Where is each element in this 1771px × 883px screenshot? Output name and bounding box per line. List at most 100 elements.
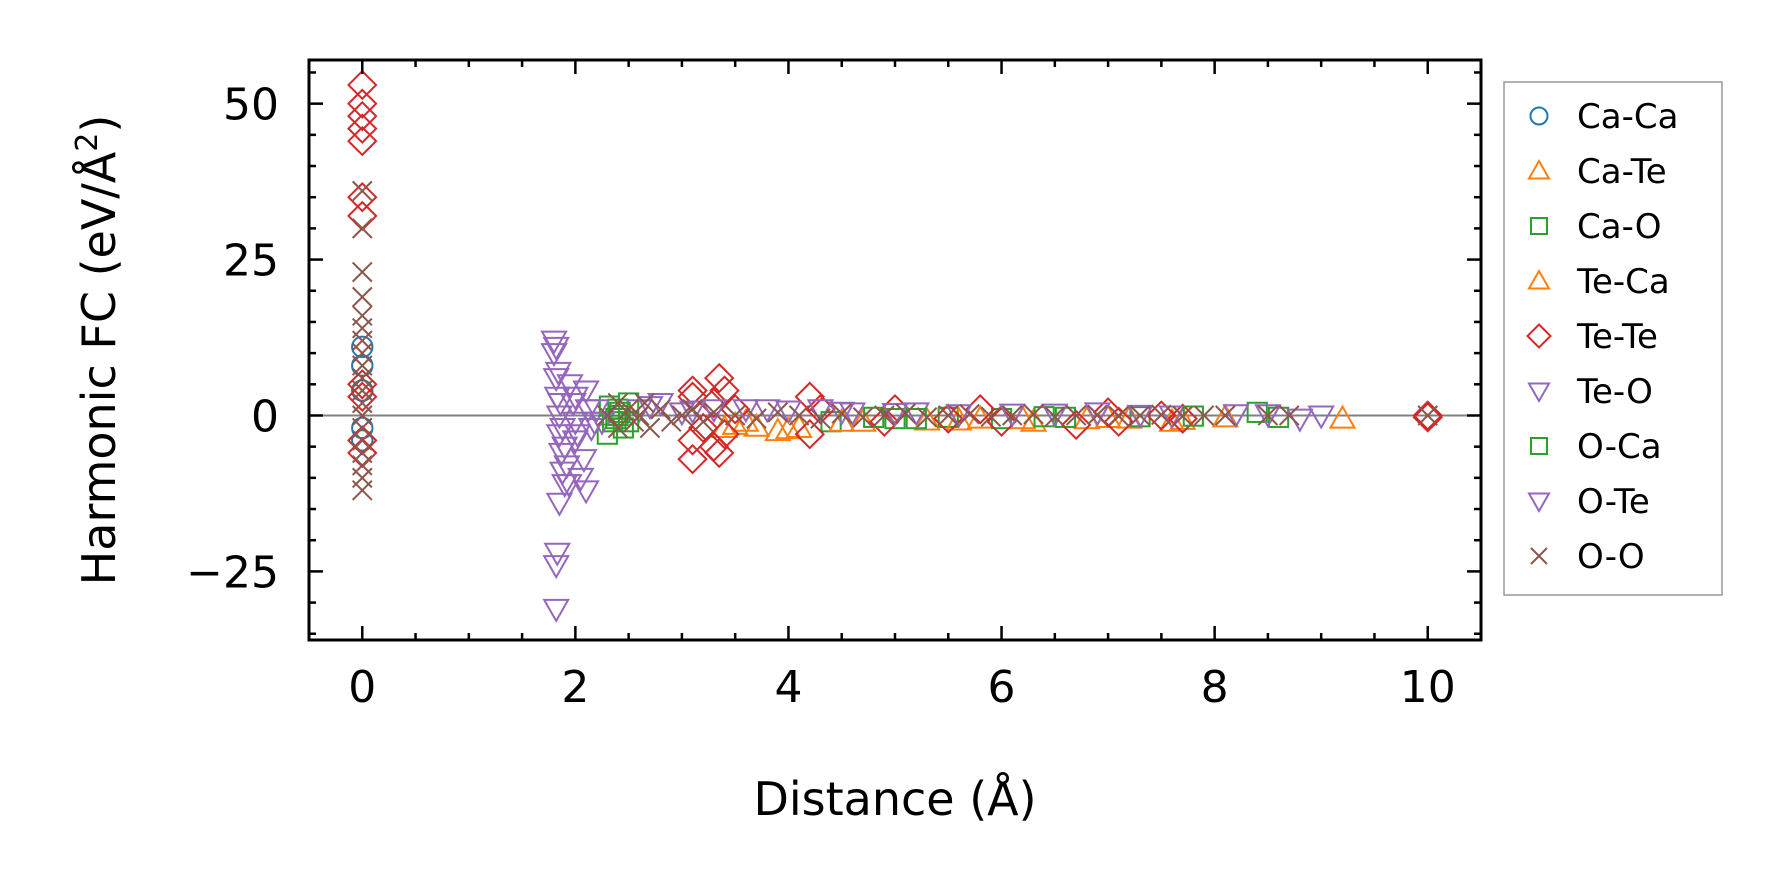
data-point [1211, 403, 1240, 428]
data-point [810, 408, 831, 429]
data-point [607, 392, 629, 414]
data-point [884, 408, 906, 430]
data-point [746, 408, 767, 429]
data-point [351, 480, 373, 501]
data-point [1065, 405, 1087, 426]
data-point [703, 437, 735, 469]
y-tick-label: 25 [223, 236, 279, 287]
data-point [347, 181, 378, 213]
data-point [1108, 405, 1130, 427]
data-point [753, 399, 781, 424]
legend-marker [1527, 268, 1551, 290]
data-point [561, 430, 590, 455]
data-point [347, 381, 378, 412]
data-point [1172, 405, 1193, 427]
legend-marker [1530, 547, 1548, 565]
data-point [1193, 405, 1215, 426]
series-te-te [347, 69, 1443, 475]
data-point [1307, 405, 1335, 430]
data-point [682, 398, 703, 420]
data-point [937, 405, 959, 426]
data-point [671, 405, 693, 426]
data-point [351, 354, 374, 377]
data-point [1254, 404, 1282, 429]
data-point [1412, 402, 1443, 433]
data-point [572, 380, 600, 405]
legend-label: Te-Te [1576, 317, 1658, 357]
data-point [1041, 403, 1069, 428]
data-point [1246, 401, 1268, 423]
data-point [639, 417, 661, 439]
data-point [1129, 405, 1151, 426]
data-point [634, 392, 655, 414]
legend-entry: O-Ca [1530, 427, 1662, 467]
data-point [347, 113, 378, 144]
data-point [1417, 405, 1439, 426]
data-point [1126, 404, 1154, 429]
data-point [566, 467, 595, 492]
data-point [1328, 404, 1357, 429]
data-point [703, 402, 725, 423]
data-point [650, 398, 671, 420]
legend-entry: Te-O [1527, 372, 1653, 412]
legend-marker [1526, 323, 1552, 349]
x-tick-label: 4 [774, 662, 802, 713]
data-point [998, 403, 1026, 428]
data-point [351, 286, 373, 308]
data-point [351, 218, 373, 239]
y-tick-label: −25 [186, 547, 279, 598]
data-point [1146, 400, 1177, 431]
legend-label: Te-O [1576, 372, 1653, 412]
series-o-o [351, 180, 1439, 501]
data-point [561, 386, 590, 411]
legend-label: Ca-O [1577, 207, 1662, 247]
data-point [598, 395, 621, 417]
data-point [913, 406, 941, 431]
data-point [347, 125, 378, 157]
data-point [945, 404, 973, 429]
data-point [895, 403, 916, 424]
legend-label: Te-Ca [1576, 262, 1670, 302]
data-point [1060, 409, 1092, 441]
data-point [545, 492, 574, 517]
data-point [543, 542, 571, 567]
data-point [764, 417, 792, 442]
data-point [1412, 400, 1443, 431]
y-tick-label: 0 [251, 391, 279, 442]
legend-marker [1529, 106, 1549, 126]
data-point [618, 411, 640, 433]
data-point [1151, 404, 1172, 426]
data-point [677, 425, 708, 456]
x-tick-label: 10 [1400, 662, 1456, 713]
data-point [1222, 404, 1250, 429]
data-point [628, 405, 650, 426]
data-point [544, 361, 573, 386]
data-point [347, 88, 378, 119]
data-point [709, 418, 740, 450]
data-point [1001, 405, 1023, 426]
data-point [563, 424, 592, 449]
legend-marker [1527, 158, 1551, 180]
data-point [347, 100, 378, 132]
data-point [933, 403, 964, 434]
data-point [869, 406, 900, 437]
data-point [1278, 405, 1300, 426]
data-point [719, 394, 751, 425]
data-point [351, 180, 373, 202]
x-tick-label: 6 [988, 662, 1016, 713]
data-point [553, 455, 581, 480]
data-point [540, 330, 568, 355]
data-point [698, 387, 730, 419]
tick-labels: 0 2 4 6 8 10 −25 0 25 50 [186, 80, 1456, 713]
data-point [724, 405, 746, 426]
data-point [874, 405, 895, 426]
data-point [788, 405, 810, 426]
legend-entry: Ca-Ca [1529, 97, 1678, 137]
legend-entry: Te-Te [1526, 317, 1658, 357]
x-tick-label: 0 [348, 662, 376, 713]
data-point [831, 403, 853, 424]
data-point [570, 449, 598, 474]
legend-entry: O-O [1530, 537, 1645, 577]
data-point [703, 362, 735, 394]
